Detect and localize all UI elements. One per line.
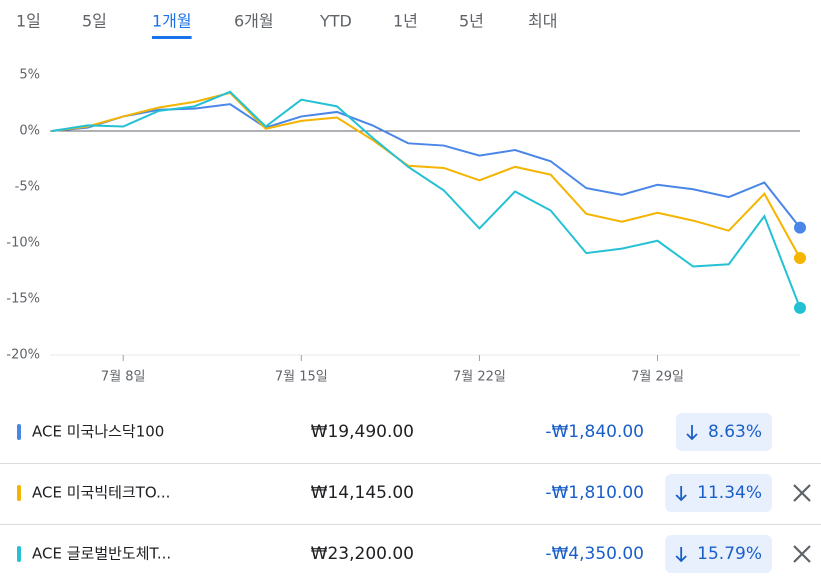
change-pill (665, 535, 772, 573)
period-tab[interactable]: 5년 (459, 12, 484, 31)
period-tab[interactable]: 6개월 (234, 12, 274, 31)
period-tab[interactable]: 1개월 (152, 12, 192, 31)
y-tick-label: -20% (6, 348, 40, 363)
price: ₩14,145.00 (311, 483, 414, 503)
change-pct: 8.63% (708, 422, 762, 442)
change-pct: 11.34% (697, 483, 762, 503)
period-tab[interactable]: 1일 (16, 12, 41, 31)
period-tab[interactable]: 최대 (528, 12, 557, 31)
x-tick-label: 7월 15일 (275, 370, 328, 385)
x-tick-label: 7월 29일 (631, 370, 684, 385)
period-tab[interactable]: YTD (319, 12, 352, 31)
series-name: ACE 글로벌반도체T... (32, 545, 171, 563)
series-line (51, 90, 801, 309)
y-tick-label: 0% (19, 124, 40, 139)
x-tick-label: 7월 22일 (453, 370, 506, 385)
series-name: ACE 미국나스닥100 (32, 423, 164, 441)
end-dot (794, 252, 806, 265)
change: -₩1,840.00 (545, 422, 644, 442)
remove-icon[interactable] (793, 545, 811, 563)
change: -₩1,810.00 (545, 483, 644, 503)
down-arrow-icon (675, 547, 687, 563)
tab-underline (152, 36, 192, 39)
x-tick-label: 7월 8일 (101, 370, 146, 385)
y-tick-label: 5% (19, 68, 40, 83)
end-dot (794, 301, 806, 314)
period-tab[interactable]: 5일 (82, 12, 107, 31)
y-tick-label: -15% (6, 292, 40, 307)
down-arrow-icon (686, 425, 698, 441)
legend-swatch (17, 546, 21, 562)
change-pct: 15.79% (697, 544, 762, 564)
y-tick-label: -10% (6, 236, 40, 251)
change-pill (675, 413, 772, 451)
y-tick-label: -5% (15, 180, 40, 195)
legend-swatch (17, 424, 21, 440)
price: ₩23,200.00 (311, 544, 414, 564)
period-tab[interactable]: 1년 (393, 12, 418, 31)
series-name: ACE 미국빅테크TO... (32, 484, 170, 502)
legend-swatch (17, 485, 21, 501)
series-line (51, 91, 801, 259)
end-dot (794, 221, 806, 234)
price: ₩19,490.00 (311, 422, 414, 442)
remove-icon[interactable] (793, 484, 811, 502)
down-arrow-icon (675, 486, 687, 502)
change-pill (665, 474, 772, 512)
change: -₩4,350.00 (545, 544, 644, 564)
